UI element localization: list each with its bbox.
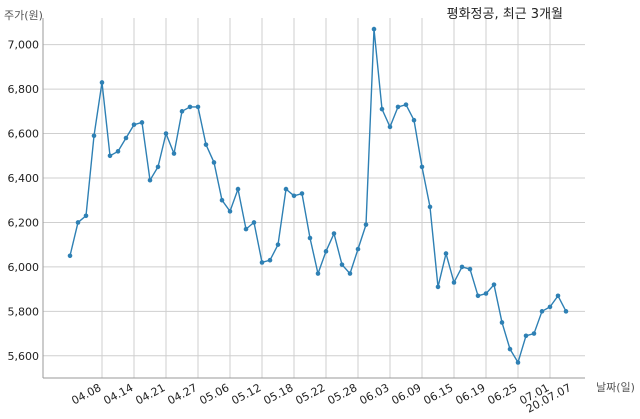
- data-point: [267, 257, 273, 263]
- data-point: [467, 266, 473, 272]
- data-point: [435, 284, 441, 290]
- y-axis-tick-labels: 5,600 5,800 6,000 6,200 6,400 6,600 6,800 7,000: [8, 39, 40, 363]
- data-point: [67, 253, 73, 259]
- x-tick-label: 04.14: [101, 381, 135, 407]
- data-point: [355, 246, 361, 252]
- y-tick-label: 6,000: [8, 261, 40, 274]
- data-point: [387, 124, 393, 130]
- data-point: [171, 151, 177, 156]
- data-point: [251, 220, 257, 225]
- data-point: [491, 282, 497, 287]
- chart-title: 평화정공, 최근 3개월: [447, 7, 563, 22]
- data-point: [539, 309, 545, 314]
- data-point: [91, 133, 97, 139]
- data-point: [139, 120, 145, 125]
- data-point: [419, 164, 425, 170]
- x-tick-label: 05.18: [261, 381, 295, 407]
- data-point: [179, 109, 185, 114]
- data-point: [203, 142, 209, 147]
- y-tick-label: 6,400: [8, 172, 40, 185]
- data-point: [403, 102, 409, 107]
- x-tick-label: 05.12: [229, 381, 263, 407]
- data-point: [515, 360, 521, 365]
- data-point: [107, 153, 113, 159]
- data-point: [283, 186, 289, 192]
- data-point: [123, 135, 129, 141]
- x-axis-tick-labels: 04.0804.1404.2104.2705.0605.1205.1805.22…: [69, 381, 573, 415]
- data-point: [451, 280, 457, 285]
- y-tick-label: 5,800: [8, 305, 40, 318]
- axes: [42, 18, 585, 379]
- data-point: [363, 222, 369, 227]
- data-point: [563, 309, 569, 314]
- price-series-line: [69, 29, 567, 365]
- x-tick-label: 05.28: [325, 381, 359, 407]
- data-point: [291, 193, 297, 199]
- grid-lines: [43, 18, 585, 378]
- x-tick-label: 04.08: [69, 381, 103, 407]
- y-tick-label: 6,200: [8, 216, 40, 229]
- data-point: [475, 293, 481, 299]
- data-point: [75, 220, 81, 225]
- data-point: [227, 209, 233, 214]
- data-point: [347, 271, 353, 276]
- x-axis-label: 날짜(일): [596, 380, 635, 394]
- data-point: [459, 264, 465, 270]
- data-point: [323, 249, 329, 254]
- data-point: [147, 177, 153, 183]
- y-tick-label: 6,600: [8, 128, 40, 141]
- data-point: [395, 104, 401, 110]
- data-point: [195, 104, 201, 110]
- x-tick-label: 04.27: [165, 381, 199, 407]
- x-tick-label: 05.06: [197, 381, 231, 407]
- x-tick-label: 05.22: [293, 381, 327, 407]
- x-tick-label: 06.19: [453, 381, 487, 407]
- x-tick-label: 06.15: [421, 381, 455, 407]
- x-tick-label: 06.09: [389, 381, 423, 407]
- data-point: [99, 80, 105, 85]
- x-tick-label: 04.21: [133, 381, 167, 407]
- x-tick-label: 06.03: [357, 381, 391, 407]
- y-tick-label: 7,000: [8, 39, 40, 52]
- data-point: [443, 251, 449, 256]
- data-point: [115, 149, 121, 154]
- data-point: [507, 346, 513, 352]
- data-point: [131, 122, 137, 127]
- data-point: [235, 186, 241, 192]
- data-point: [275, 242, 281, 247]
- y-axis-label: 주가(원): [4, 9, 43, 22]
- data-point: [499, 320, 505, 325]
- x-tick-label: 06.25: [485, 381, 519, 407]
- data-point: [379, 106, 385, 112]
- data-point: [163, 131, 169, 136]
- data-point: [83, 213, 89, 219]
- data-point: [211, 160, 217, 165]
- data-point: [243, 226, 249, 232]
- data-point: [155, 164, 161, 170]
- data-point: [331, 231, 337, 236]
- data-point: [219, 197, 225, 203]
- data-point: [371, 26, 377, 32]
- data-point: [411, 117, 417, 123]
- data-point: [531, 331, 537, 336]
- price-series-points: [67, 26, 569, 365]
- data-point: [523, 333, 529, 339]
- y-tick-label: 5,600: [8, 350, 40, 363]
- data-point: [427, 204, 433, 210]
- data-point: [299, 191, 305, 196]
- data-point: [555, 293, 561, 299]
- data-point: [259, 260, 265, 265]
- data-point: [187, 104, 193, 110]
- data-point: [483, 291, 489, 296]
- data-point: [547, 304, 553, 310]
- y-tick-label: 6,800: [8, 83, 40, 96]
- data-point: [339, 262, 345, 267]
- data-point: [315, 271, 321, 276]
- data-point: [307, 235, 313, 241]
